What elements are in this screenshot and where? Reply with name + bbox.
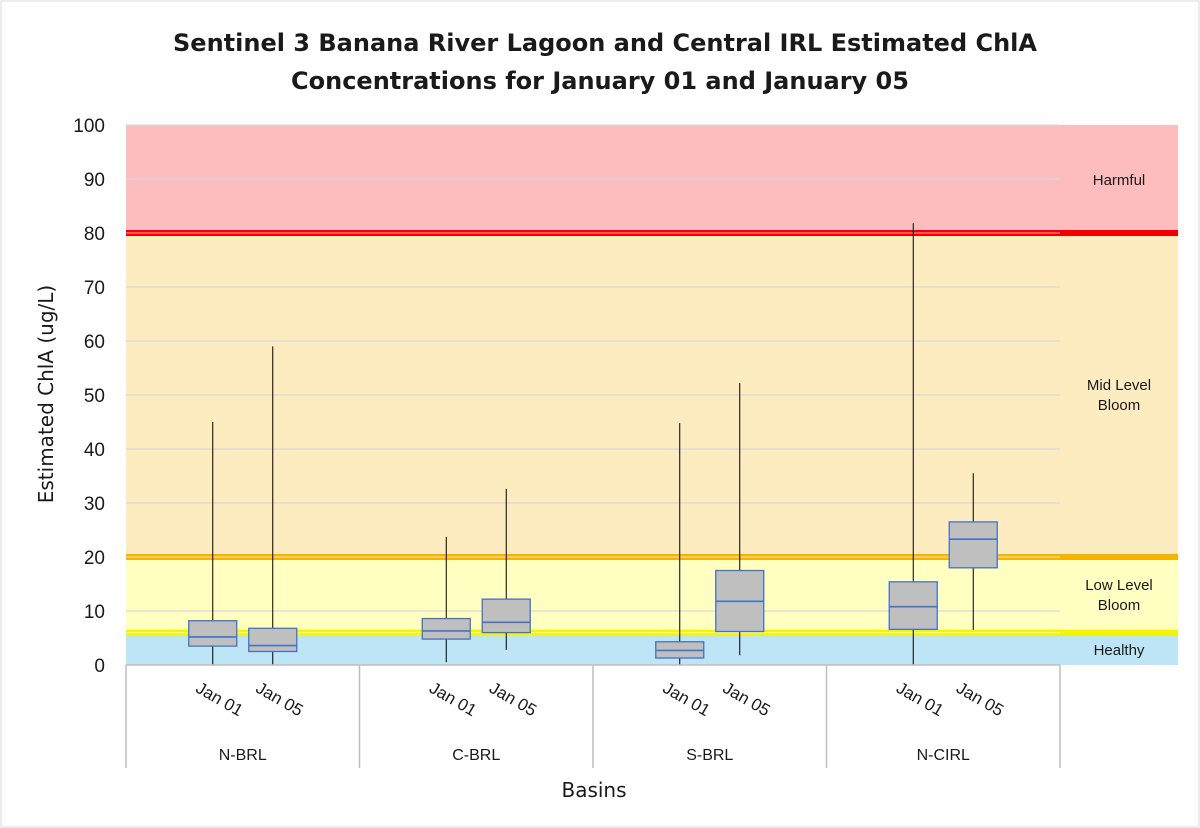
y-tick-label-10: 100 [73,116,105,137]
box-3 [481,488,531,650]
zone-label-3-0: Harmful [1093,172,1146,189]
y-tick-label-2: 20 [84,548,105,569]
basin-label-2: S-BRL [686,747,733,764]
axis-layer [125,664,1061,768]
box-1 [248,346,298,665]
chart-title-line-1: Sentinel 3 Banana River Lagoon and Centr… [173,29,1037,57]
basin-label-0: N-BRL [219,747,267,764]
zone-label-layer: Healthy Low Level Bloom Mid Level Bloom Harmf… [1085,172,1153,659]
box-body-7 [948,521,998,569]
box-4 [655,423,705,665]
y-tick-label-9: 90 [84,170,105,191]
y-tick-label-8: 80 [84,224,105,245]
basin-label-3: N-CIRL [917,747,970,764]
box-2 [421,537,471,663]
box-layer [188,223,998,665]
zone-label-1-0: Low Level [1085,577,1153,594]
y-tick-label-0: 0 [94,656,105,677]
zone-label-2-1: Bloom [1098,397,1141,414]
y-tick-label-4: 40 [84,440,105,461]
tick-layer: 0 10 20 30 40 50 60 70 80 90 100 [73,116,105,677]
y-tick-label-5: 50 [84,386,105,407]
basin-label-1: C-BRL [452,747,500,764]
box-body-6 [888,581,938,631]
box-6 [888,223,938,665]
box-body-1 [248,627,298,653]
zone-band-1 [126,557,1178,633]
box-0 [188,422,238,665]
box-7 [948,473,998,630]
y-tick-label-7: 70 [84,278,105,299]
x-axis-title: Basins [561,778,626,802]
zone-label-1-1: Bloom [1098,597,1141,614]
chart-title-line-2: Concentrations for January 01 and Januar… [291,67,909,95]
zone-label-0-0: Healthy [1094,642,1145,659]
box-5 [715,383,765,656]
zone-label-2-0: Mid Level [1087,377,1151,394]
y-tick-label-6: 60 [84,332,105,353]
y-axis-title: Estimated ChlA (ug/L) [34,285,58,504]
y-tick-label-3: 30 [84,494,105,515]
y-tick-label-1: 10 [84,602,105,623]
box-body-0 [188,620,238,647]
zone-band-0 [126,632,1178,665]
box-body-2 [421,617,471,640]
box-body-3 [481,598,531,634]
